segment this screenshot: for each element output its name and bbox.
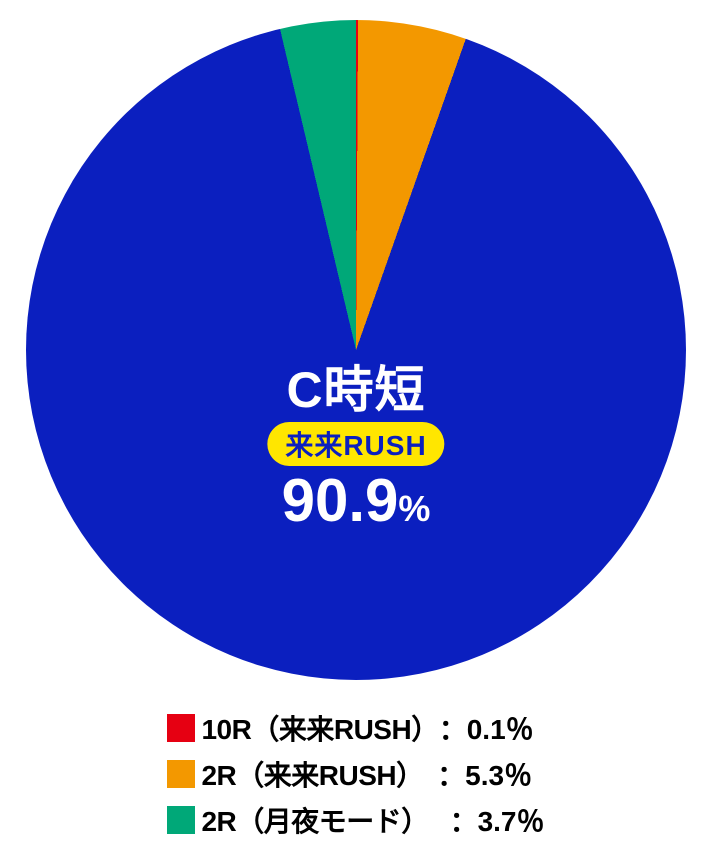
center-percent: 90.9% <box>267 468 444 534</box>
legend-row: 10R（来来RUSH）：0.1％ <box>167 708 544 748</box>
legend: 10R（来来RUSH）：0.1％2R（来来RUSH） ：5.3％2R（月夜モード… <box>167 708 544 840</box>
legend-separator: ： <box>450 800 478 840</box>
legend-label: 2R（来来RUSH） <box>201 754 437 794</box>
legend-row: 2R（月夜モード） ：3.7％ <box>167 800 544 840</box>
legend-value: 3.7％ <box>478 800 545 840</box>
pie-graphic <box>26 20 686 680</box>
legend-label: 2R（月夜モード） <box>201 800 449 840</box>
legend-swatch <box>167 760 195 788</box>
legend-separator: ： <box>439 708 467 748</box>
legend-value: 0.1％ <box>467 708 534 748</box>
legend-swatch <box>167 714 195 742</box>
legend-row: 2R（来来RUSH） ：5.3％ <box>167 754 544 794</box>
center-badge: 来来RUSH <box>267 422 444 466</box>
legend-separator: ： <box>437 754 465 794</box>
center-percent-value: 90.9 <box>282 467 399 534</box>
percent-sign: % <box>398 488 430 529</box>
center-title: C時短 <box>267 363 444 418</box>
legend-swatch <box>167 806 195 834</box>
legend-value: 5.3％ <box>465 754 532 794</box>
legend-label: 10R（来来RUSH） <box>201 708 438 748</box>
pie-chart: C時短 来来RUSH 90.9% <box>26 20 686 680</box>
pie-center-label: C時短 来来RUSH 90.9% <box>267 363 444 534</box>
